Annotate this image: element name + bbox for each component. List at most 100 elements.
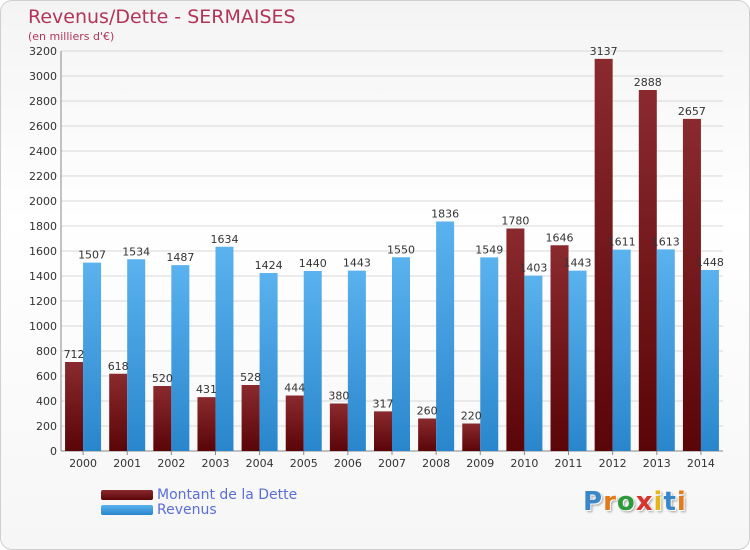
bar-debt bbox=[329, 403, 348, 451]
bar-debt bbox=[682, 118, 701, 451]
y-tick-label: 3000 bbox=[29, 70, 57, 83]
data-label-revenue: 1424 bbox=[255, 259, 283, 272]
x-tick-label: 2006 bbox=[334, 457, 362, 470]
x-tick-label: 2013 bbox=[643, 457, 671, 470]
data-label-debt: 1646 bbox=[546, 231, 574, 244]
y-tick-label: 0 bbox=[50, 445, 57, 458]
y-tick-label: 1400 bbox=[29, 270, 57, 283]
y-tick-label: 800 bbox=[36, 345, 57, 358]
logo-letter: P bbox=[583, 487, 604, 517]
data-label-revenue: 1836 bbox=[431, 208, 459, 221]
logo-letter: r bbox=[603, 487, 617, 517]
data-label-debt: 1780 bbox=[501, 215, 529, 228]
y-tick-label: 1200 bbox=[29, 295, 57, 308]
bar-revenue bbox=[83, 262, 102, 451]
bar-debt bbox=[65, 362, 84, 451]
y-tick-label: 2000 bbox=[29, 195, 57, 208]
x-tick-label: 2010 bbox=[510, 457, 538, 470]
data-label-debt: 2888 bbox=[634, 76, 662, 89]
data-label-revenue: 1487 bbox=[166, 251, 194, 264]
data-label-debt: 260 bbox=[417, 405, 438, 418]
data-label-debt: 444 bbox=[284, 382, 305, 395]
legend-item-debt: Montant de la Dette bbox=[101, 486, 298, 503]
data-label-debt: 317 bbox=[373, 397, 394, 410]
data-label-revenue: 1534 bbox=[122, 245, 150, 258]
data-label-revenue: 1403 bbox=[519, 262, 547, 275]
x-tick-label: 2002 bbox=[157, 457, 185, 470]
data-label-revenue: 1613 bbox=[652, 235, 680, 248]
y-tick-label: 2400 bbox=[29, 145, 57, 158]
data-label-debt: 2657 bbox=[678, 105, 706, 118]
bar-revenue bbox=[303, 271, 322, 451]
chart-title: Revenus/Dette - SERMAISES bbox=[28, 6, 296, 28]
x-tick-label: 2012 bbox=[599, 457, 627, 470]
x-tick-label: 2008 bbox=[422, 457, 450, 470]
bar-revenue bbox=[656, 249, 675, 451]
data-label-revenue: 1443 bbox=[343, 257, 371, 270]
bar-revenue bbox=[392, 257, 410, 451]
bar-revenue bbox=[480, 257, 499, 451]
legend-label-debt: Montant de la Dette bbox=[157, 486, 298, 503]
data-label-debt: 431 bbox=[196, 383, 217, 396]
x-tick-label: 2004 bbox=[246, 457, 274, 470]
legend: Montant de la Dette Revenus bbox=[101, 486, 298, 518]
bar-debt bbox=[374, 411, 392, 451]
bar-revenue bbox=[127, 259, 146, 451]
logo-letter: o bbox=[616, 487, 636, 517]
bar-debt bbox=[197, 397, 216, 451]
logo-letter: i bbox=[653, 487, 664, 517]
data-label-debt: 220 bbox=[461, 410, 482, 423]
x-tick-label: 2005 bbox=[290, 457, 318, 470]
x-tick-label: 2009 bbox=[466, 457, 494, 470]
bar-debt bbox=[153, 386, 172, 451]
data-label-revenue: 1611 bbox=[608, 236, 636, 249]
y-tick-label: 2200 bbox=[29, 170, 57, 183]
bar-debt bbox=[462, 423, 481, 451]
bar-debt bbox=[550, 245, 569, 451]
data-label-revenue: 1549 bbox=[475, 243, 503, 256]
legend-swatch-revenue bbox=[101, 504, 153, 515]
bar-debt bbox=[594, 58, 613, 451]
bar-revenue bbox=[524, 275, 543, 451]
y-tick-label: 400 bbox=[36, 395, 57, 408]
data-label-revenue: 1550 bbox=[387, 243, 415, 256]
bar-debt bbox=[109, 373, 128, 451]
x-tick-label: 2003 bbox=[201, 457, 229, 470]
logo-letter: x bbox=[635, 487, 654, 517]
bar-revenue bbox=[436, 221, 455, 451]
x-tick-label: 2007 bbox=[378, 457, 406, 470]
y-tick-label: 600 bbox=[36, 370, 57, 383]
bar-revenue bbox=[612, 249, 631, 451]
legend-item-revenue: Revenus bbox=[101, 501, 297, 518]
bar-revenue bbox=[259, 273, 278, 451]
data-label-debt: 380 bbox=[328, 390, 349, 403]
x-tick-label: 2011 bbox=[555, 457, 583, 470]
bar-debt bbox=[418, 418, 437, 451]
data-label-debt: 712 bbox=[64, 348, 85, 361]
bar-revenue bbox=[347, 270, 366, 451]
y-tick-label: 1800 bbox=[29, 220, 57, 233]
bar-revenue bbox=[700, 270, 719, 451]
chart-subtitle: (en milliers d'€) bbox=[28, 30, 115, 43]
logo-letter: i bbox=[676, 487, 687, 517]
y-tick-label: 3200 bbox=[29, 45, 57, 58]
y-tick-label: 200 bbox=[36, 420, 57, 433]
x-tick-label: 2001 bbox=[113, 457, 141, 470]
bar-revenue bbox=[568, 270, 587, 451]
bar-debt bbox=[638, 90, 657, 451]
logo-letter: t bbox=[663, 487, 677, 517]
data-label-debt: 618 bbox=[108, 360, 129, 373]
x-tick-label: 2000 bbox=[69, 457, 97, 470]
legend-label-revenue: Revenus bbox=[157, 501, 217, 518]
data-label-revenue: 1634 bbox=[210, 233, 238, 246]
data-label-revenue: 1440 bbox=[299, 257, 327, 270]
data-label-revenue: 1448 bbox=[696, 256, 724, 269]
bar-revenue bbox=[171, 265, 190, 451]
y-tick-label: 1600 bbox=[29, 245, 57, 258]
data-label-revenue: 1443 bbox=[564, 257, 592, 270]
x-tick-label: 2014 bbox=[687, 457, 715, 470]
legend-swatch-debt bbox=[101, 489, 153, 500]
data-label-revenue: 1507 bbox=[78, 249, 106, 262]
